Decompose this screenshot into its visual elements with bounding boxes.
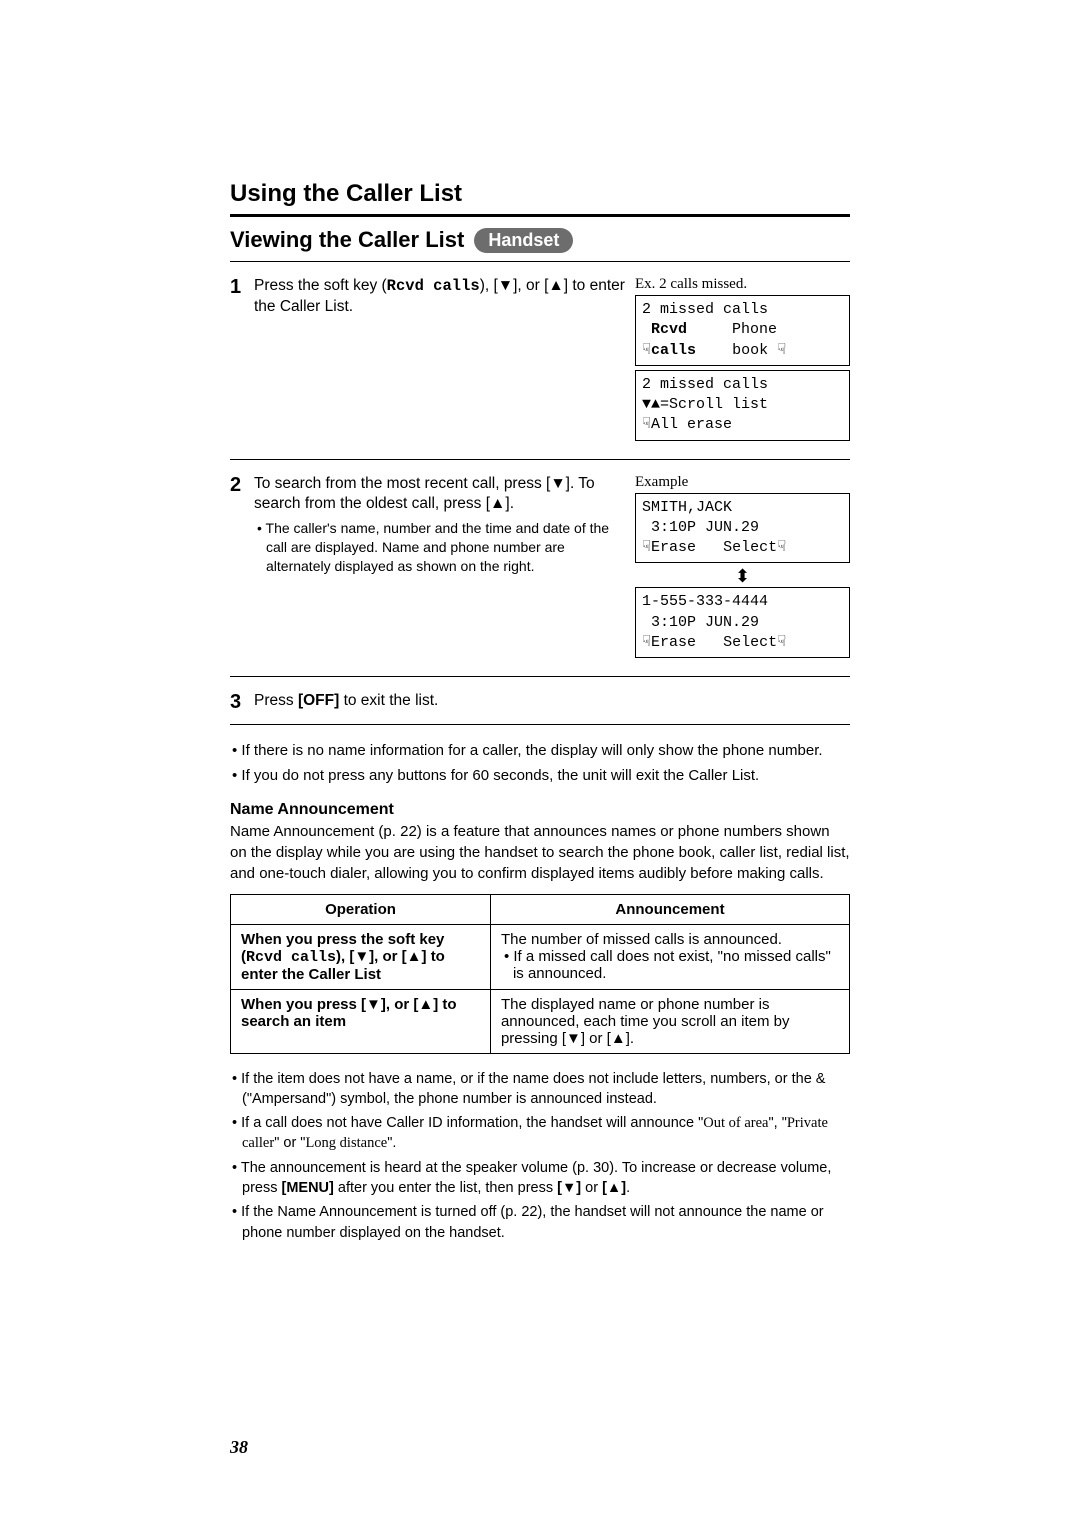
- lcd2b-line1: 1-555-333-4444: [642, 593, 768, 610]
- softkey-label: Rcvd calls: [387, 277, 480, 295]
- step-2-lcd-col: Example SMITH,JACK 3:10P JUN.29 ☟Erase S…: [635, 474, 850, 663]
- lcd1a-book: book: [732, 342, 777, 359]
- step-1-body: Press the soft key (Rcvd calls), [▼], or…: [254, 276, 625, 318]
- note-item: If a call does not have Caller ID inform…: [242, 1113, 850, 1154]
- lcd1b-line2: ▼▲=Scroll list: [642, 396, 768, 413]
- lcd1a-calls: calls: [651, 342, 696, 359]
- r2c1: When you press [▼], or [▲] to search an …: [241, 996, 457, 1030]
- step-rule: [230, 724, 850, 725]
- step-3: 3 Press [OFF] to exit the list.: [230, 683, 850, 718]
- fn2a: If a call does not have Caller ID inform…: [241, 1115, 703, 1131]
- section-heading-row: Viewing the Caller List Handset: [230, 227, 850, 253]
- announcement-table: Operation Announcement When you press th…: [230, 894, 850, 1054]
- lcd1b-line3: All erase: [651, 416, 732, 433]
- step-1-lcd-col: Ex. 2 calls missed. 2 missed calls Rcvd …: [635, 276, 850, 445]
- alternate-arrow-icon: ⬍: [635, 567, 850, 585]
- th-operation: Operation: [231, 895, 491, 925]
- name-announcement-para: Name Announcement (p. 22) is a feature t…: [230, 821, 850, 884]
- page-title: Using the Caller List: [230, 180, 850, 208]
- example-label-1: Ex. 2 calls missed.: [635, 276, 850, 293]
- note-item: The announcement is heard at the speaker…: [242, 1158, 850, 1199]
- note-item: If the Name Announcement is turned off (…: [242, 1202, 850, 1243]
- step2-line: To search from the most recent call, pre…: [254, 475, 595, 513]
- r1c1-l3: enter the Caller List: [241, 966, 381, 983]
- example-label-2: Example: [635, 474, 850, 491]
- table-header-row: Operation Announcement: [231, 895, 850, 925]
- step-2: 2 To search from the most recent call, p…: [230, 466, 850, 671]
- step-2-body: To search from the most recent call, pre…: [254, 474, 625, 577]
- lcd1b-line1: 2 missed calls: [642, 376, 768, 393]
- lcd-screen-1a: 2 missed calls Rcvd Phone ☟calls book ☟: [635, 295, 850, 366]
- op-cell-2: When you press [▼], or [▲] to search an …: [231, 990, 491, 1054]
- note-item: If there is no name information for a ca…: [242, 740, 850, 761]
- step-number: 2: [230, 474, 254, 497]
- lcd-screen-1b: 2 missed calls ▼▲=Scroll list ☟All erase: [635, 370, 850, 441]
- title-rule: [230, 214, 850, 217]
- th-announcement: Announcement: [490, 895, 849, 925]
- lcd2a-line2: 3:10P JUN.29: [642, 519, 759, 536]
- lcd2b-line2: 3:10P JUN.29: [642, 614, 759, 631]
- fn2g: ".: [387, 1135, 396, 1151]
- lcd1a-phone: Phone: [732, 321, 777, 338]
- fn2b: Out of area: [703, 1115, 768, 1131]
- table-row: When you press [▼], or [▲] to search an …: [231, 990, 850, 1054]
- anno-cell-1: The number of missed calls is announced.…: [490, 925, 849, 990]
- lcd2a-erase: Erase: [651, 539, 696, 556]
- lcd2b-erase: Erase: [651, 634, 696, 651]
- step-rule: [230, 676, 850, 677]
- step-number: 1: [230, 276, 254, 299]
- r1c1-l1: When you press the soft key: [241, 931, 444, 948]
- step-3-body: Press [OFF] to exit the list.: [254, 691, 850, 712]
- lcd2b-select: Select: [723, 634, 777, 651]
- r1c2-l2: • If a missed call does not exist, "no m…: [501, 948, 839, 982]
- handset-badge: Handset: [474, 228, 573, 253]
- fn2e: " or ": [274, 1135, 305, 1151]
- r1c1-softkey: Rcvd calls: [246, 949, 336, 966]
- lcd2a-select: Select: [723, 539, 777, 556]
- step-1: 1 Press the soft key (Rcvd calls), [▼], …: [230, 268, 850, 453]
- lcd-screen-2b: 1-555-333-4444 3:10P JUN.29 ☟Erase Selec…: [635, 587, 850, 658]
- section-rule: [230, 261, 850, 262]
- lcd2a-line1: SMITH,JACK: [642, 499, 732, 516]
- footnotes: If the item does not have a name, or if …: [230, 1069, 850, 1243]
- fn2c: ", ": [769, 1115, 787, 1131]
- lcd1a-line1: 2 missed calls: [642, 301, 768, 318]
- r1c2-l1: The number of missed calls is announced.: [501, 931, 782, 948]
- step2-sub: • The caller's name, number and the time…: [254, 519, 625, 576]
- step-number: 3: [230, 691, 254, 714]
- r1c1-l2c: ), [▼], or [▲] to: [336, 948, 445, 965]
- note-item: If the item does not have a name, or if …: [242, 1069, 850, 1110]
- section-heading: Viewing the Caller List: [230, 227, 464, 253]
- page-number: 38: [230, 1437, 248, 1458]
- step1-text-prefix: Press the soft key (: [254, 277, 387, 294]
- name-announcement-heading: Name Announcement: [230, 801, 850, 819]
- lcd1a-rcvd: Rcvd: [651, 321, 687, 338]
- note-item: If you do not press any buttons for 60 s…: [242, 765, 850, 786]
- op-cell-1: When you press the soft key (Rcvd calls)…: [231, 925, 491, 990]
- fn2f: Long distance: [305, 1135, 387, 1151]
- lcd-screen-2a: SMITH,JACK 3:10P JUN.29 ☟Erase Select☟: [635, 493, 850, 564]
- table-row: When you press the soft key (Rcvd calls)…: [231, 925, 850, 990]
- anno-cell-2: The displayed name or phone number is an…: [490, 990, 849, 1054]
- step-rule: [230, 459, 850, 460]
- post-step-notes: If there is no name information for a ca…: [230, 740, 850, 786]
